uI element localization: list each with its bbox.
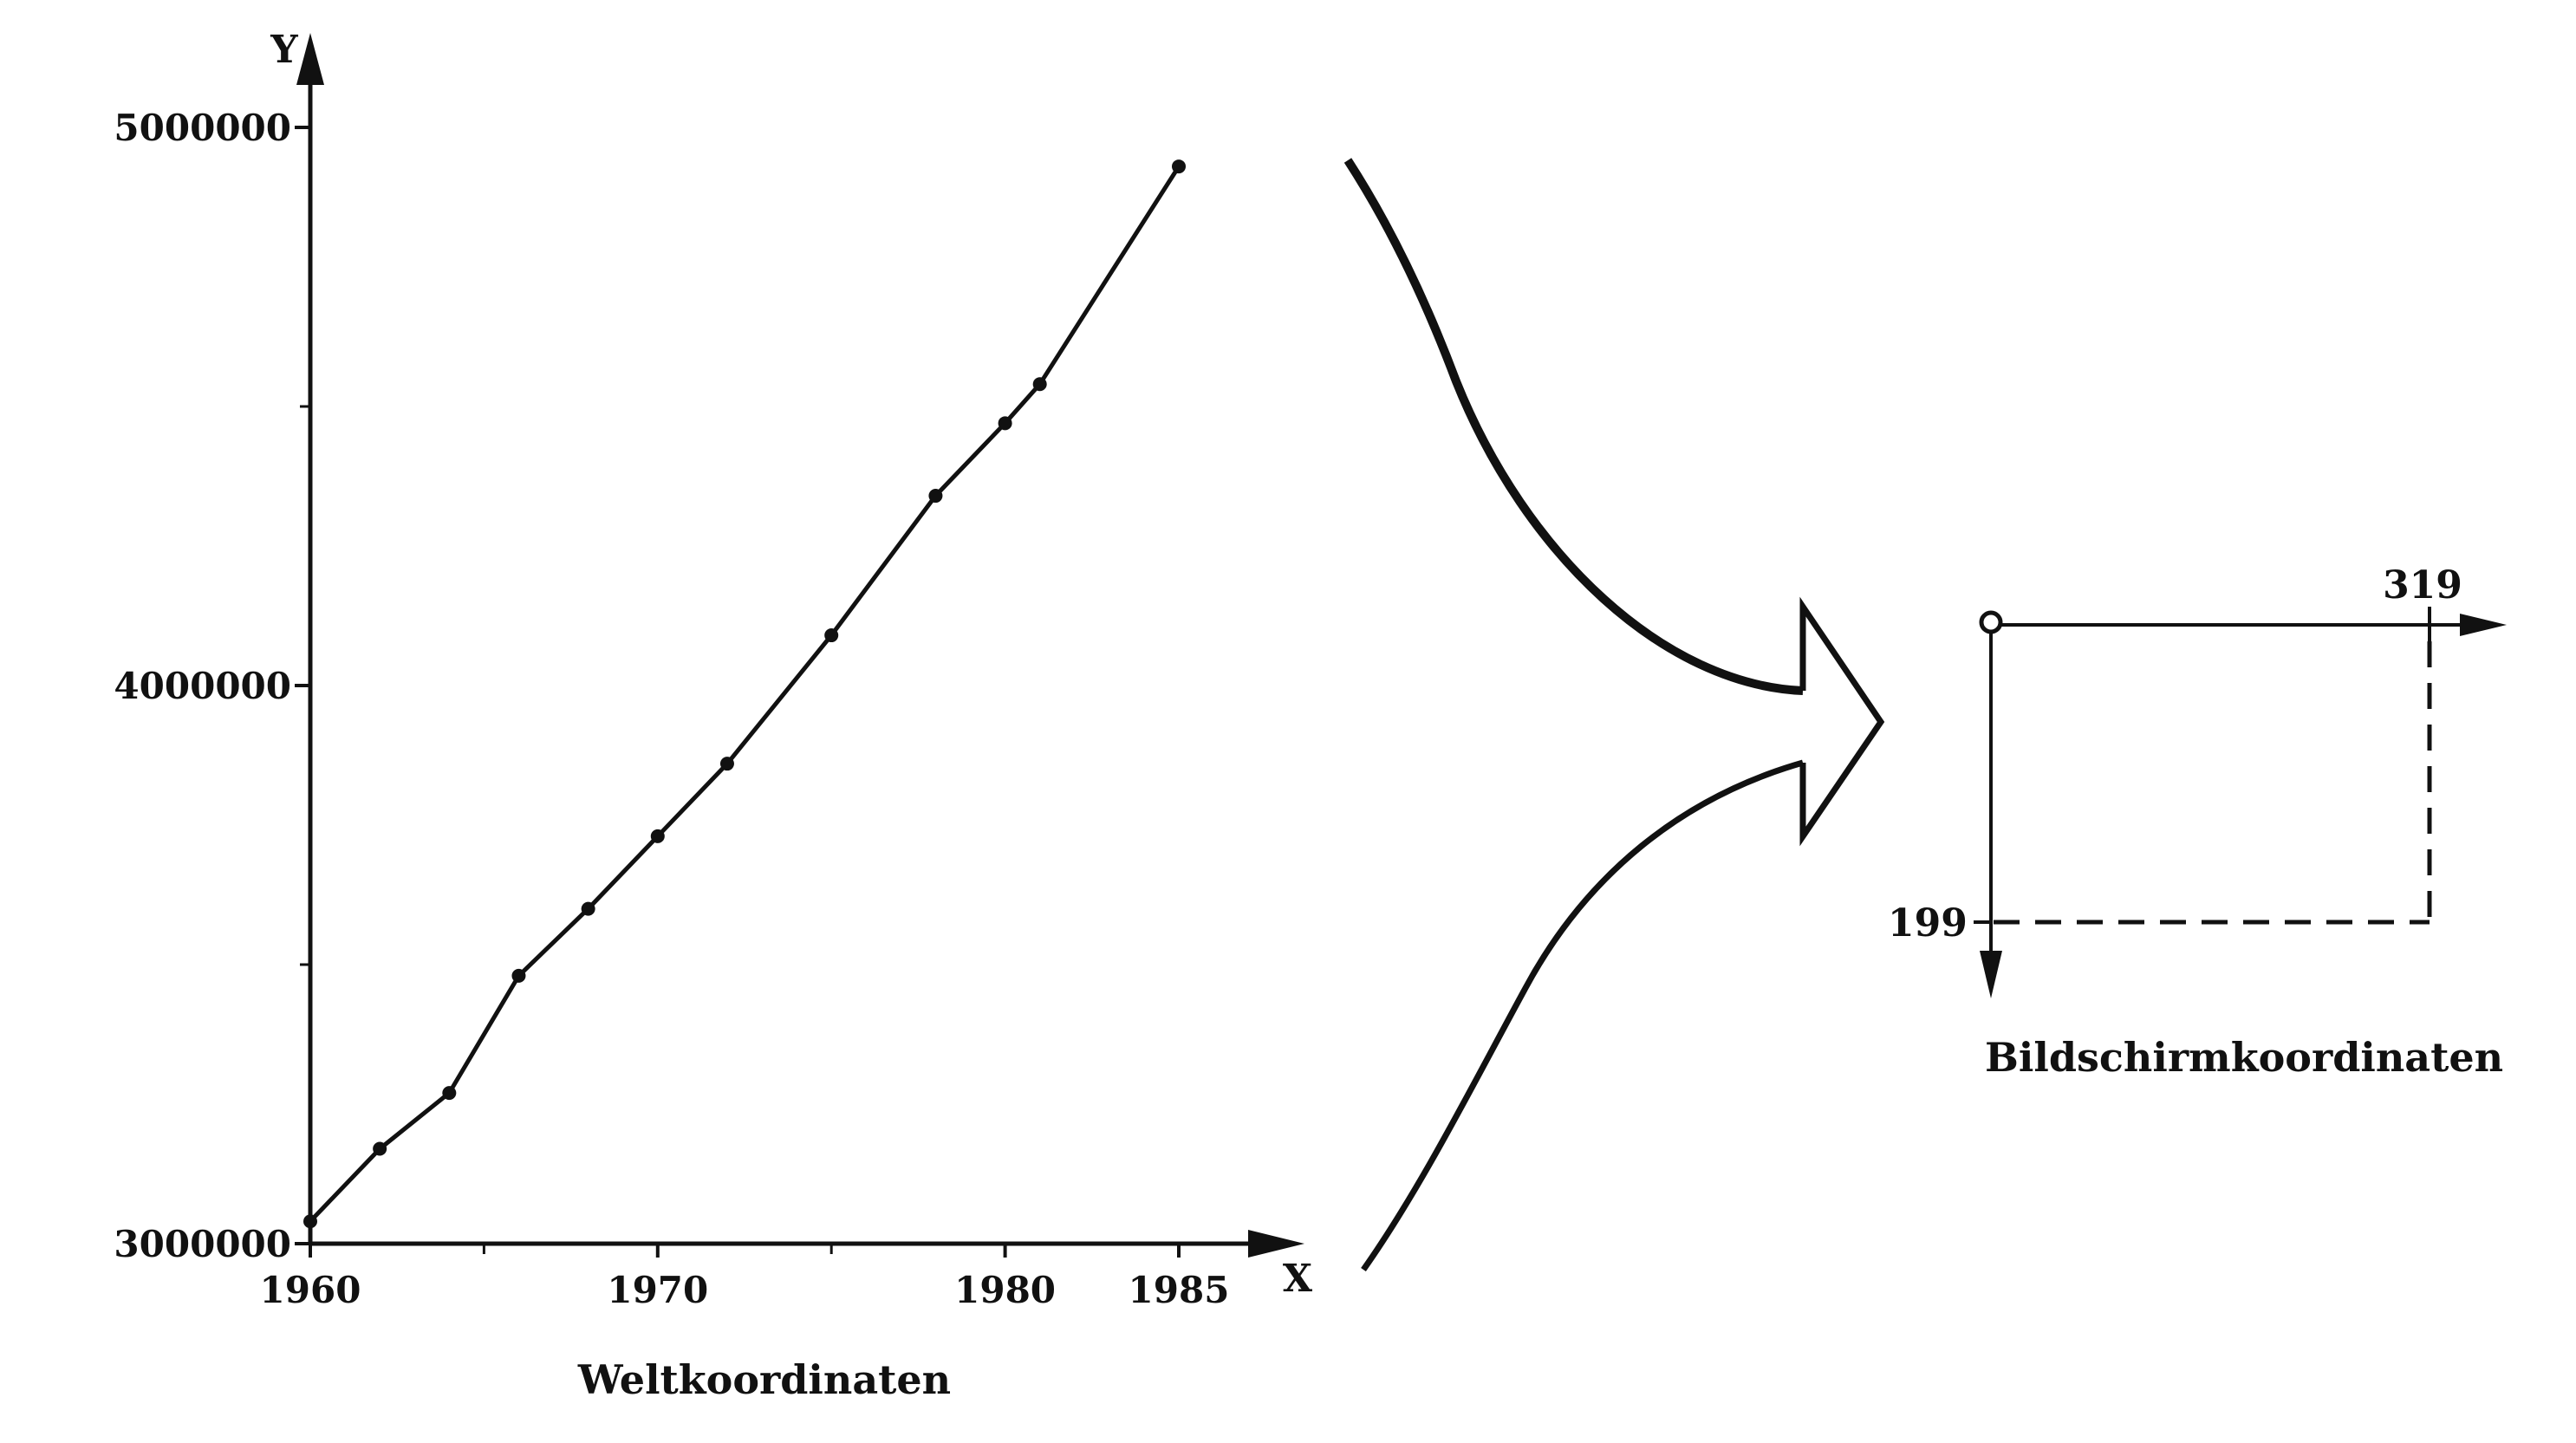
world-x-tick-label: 1980 [954,1269,1056,1311]
screen-x-max-label: 319 [2383,563,2462,608]
world-y-ticks: 5000000 4000000 3000000 [114,107,310,1265]
world-data-point [928,489,943,504]
transform-arrow-lower-curve [1361,759,1804,1272]
world-x-axis-label: X [1283,1257,1313,1301]
screen-y-arrowhead [1980,951,2002,998]
world-data-point [581,901,595,916]
world-data-point [1172,159,1186,174]
world-x-tick-label: 1960 [260,1269,361,1311]
world-y-arrowhead [296,33,324,85]
world-data-points [303,159,1186,1229]
transform-arrow [1343,158,1885,1272]
world-x-tick-label: 1985 [1129,1269,1230,1311]
screen-x-arrowhead [2460,614,2507,636]
world-y-tick-label: 5000000 [114,107,291,149]
world-data-point [998,416,1012,431]
world-data-point [1032,377,1047,392]
transform-arrow-upper-curve [1343,158,1804,695]
world-x-ticks: 1960 1970 1980 1985 [260,1244,1230,1311]
world-y-tick-label: 4000000 [114,665,291,707]
world-data-point [824,628,839,643]
world-data-point [442,1086,457,1101]
world-x-tick-label: 1970 [607,1269,708,1311]
world-data-point [719,757,734,771]
world-data-point [373,1141,387,1156]
world-y-axis-label: Y [270,28,298,72]
world-x-arrowhead [1248,1230,1304,1258]
screen-y-max-label: 199 [1888,901,1968,946]
screen-origin-marker [1979,610,2003,634]
world-data-point [650,829,665,843]
world-data-point [303,1214,317,1229]
world-y-tick-label: 3000000 [114,1223,291,1265]
world-caption: Weltkoordinaten [577,1356,951,1403]
screen-caption: Bildschirmkoordinaten [1985,1034,2503,1081]
world-data-line [309,165,1181,1223]
screen-coordinate-system: 319 199 Bildschirmkoordinaten [1888,563,2507,1081]
world-data-point [511,968,526,983]
transform-arrow-head [1799,596,1885,847]
